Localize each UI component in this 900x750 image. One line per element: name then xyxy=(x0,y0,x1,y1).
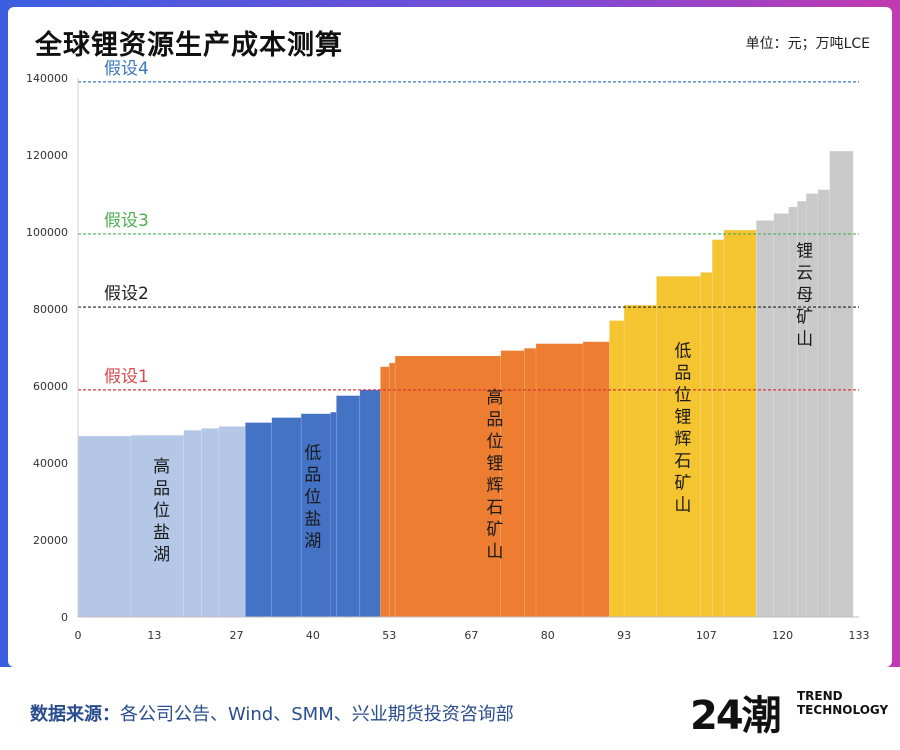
cost-bar xyxy=(388,362,396,618)
reference-label: 假设1 xyxy=(104,367,149,387)
cost-bar xyxy=(582,341,610,618)
cost-bar xyxy=(130,435,184,618)
cost-bar xyxy=(711,239,725,618)
cost-bar xyxy=(524,348,537,618)
cost-bar xyxy=(817,189,830,618)
cost-bar xyxy=(535,343,584,618)
y-tick-label: 80000 xyxy=(33,303,68,316)
logo-mark: 24潮 xyxy=(690,693,782,739)
group-label: 锂云母矿山 xyxy=(796,241,813,349)
chart-title: 全球锂资源生产成本测算 xyxy=(35,30,343,61)
cost-bar xyxy=(623,304,657,618)
cost-bar xyxy=(245,422,273,618)
reference-label: 假设3 xyxy=(104,211,149,231)
x-tick-label: 107 xyxy=(696,629,717,642)
cost-bar xyxy=(500,350,525,618)
cost-bar xyxy=(330,411,337,618)
source-label: 数据来源： xyxy=(30,704,120,725)
x-tick-label: 93 xyxy=(617,629,631,642)
x-tick-label: 27 xyxy=(230,629,244,642)
logo-line-2: TECHNOLOGY xyxy=(797,703,889,717)
y-tick-label: 60000 xyxy=(33,380,68,393)
cost-bar xyxy=(609,320,625,618)
cost-bar xyxy=(359,389,381,618)
group-label: 低品位盐湖 xyxy=(304,444,321,552)
y-tick-label: 20000 xyxy=(33,534,68,547)
y-tick-label: 140000 xyxy=(26,72,68,85)
x-tick-label: 13 xyxy=(147,629,161,642)
reference-label: 假设4 xyxy=(104,59,149,79)
cost-bar xyxy=(218,426,246,618)
cost-bar xyxy=(723,229,757,618)
cost-bar xyxy=(183,430,202,618)
y-tick-label: 0 xyxy=(61,611,68,624)
source-text: 各公司公告、Wind、SMM、兴业期货投资咨询部 xyxy=(120,704,514,725)
group-label: 高品位锂辉石矿山 xyxy=(486,388,503,562)
y-tick-label: 100000 xyxy=(26,226,68,239)
cost-bar xyxy=(829,150,854,618)
reference-label: 假设2 xyxy=(104,284,149,304)
chart-card: 全球锂资源生产成本测算 单位：元；万吨LCE 假设1 假设2 假设3 假设4 0 200… xyxy=(8,7,892,667)
cost-bar xyxy=(394,355,502,618)
data-source: 数据来源：各公司公告、Wind、SMM、兴业期货投资咨询部 xyxy=(30,700,514,726)
x-tick-label: 0 xyxy=(75,629,82,642)
x-tick-label: 80 xyxy=(541,629,555,642)
footer: 数据来源：各公司公告、Wind、SMM、兴业期货投资咨询部 24潮 TREND … xyxy=(0,667,900,750)
cost-bar xyxy=(700,272,713,618)
group-label: 低品位锂辉石矿山 xyxy=(674,342,691,516)
x-tick-label: 120 xyxy=(772,629,793,642)
cost-bar xyxy=(77,435,132,618)
cost-bar xyxy=(755,220,775,618)
unit-label: 单位：元；万吨LCE xyxy=(745,36,870,52)
logo-text: TREND TECHNOLOGY xyxy=(797,689,888,717)
y-tick-label: 40000 xyxy=(33,457,68,470)
cost-chart: 假设1 假设2 假设3 假设4 0 20000 40000 60000 80000 100000… xyxy=(26,59,870,642)
group-label: 高品位盐湖 xyxy=(153,457,170,565)
cost-bar xyxy=(336,395,361,618)
cost-bar xyxy=(201,428,220,618)
y-tick-label: 120000 xyxy=(26,149,68,162)
x-tick-label: 67 xyxy=(464,629,478,642)
x-tick-label: 40 xyxy=(306,629,320,642)
cost-bar xyxy=(773,213,789,618)
logo-line-1: TREND xyxy=(797,689,843,703)
cost-bar xyxy=(380,366,390,618)
cost-bar xyxy=(271,417,302,618)
x-tick-label: 133 xyxy=(849,629,870,642)
x-tick-label: 53 xyxy=(382,629,396,642)
